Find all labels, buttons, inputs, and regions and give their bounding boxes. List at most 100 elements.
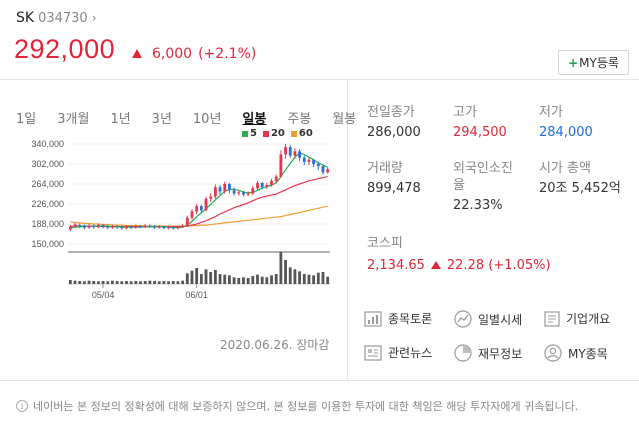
high-value: 294,500 [453, 125, 507, 140]
candle-body [321, 166, 325, 173]
tab-10year[interactable]: 10년 [192, 112, 222, 127]
link-company-overview[interactable]: 기업개요 [544, 310, 610, 327]
person-icon [544, 344, 562, 362]
foreign-value: 22.33% [453, 198, 503, 213]
candle-body [326, 169, 330, 173]
legend-ma5-label: 5 [250, 128, 257, 139]
change-percent: (+2.1%) [198, 46, 257, 62]
candle-body [218, 187, 222, 192]
candle-body [129, 226, 133, 228]
low-cell: 저가 284,000 [539, 104, 593, 141]
link-my-stocks[interactable]: MY종목 [544, 344, 608, 362]
candle-body [68, 226, 72, 230]
link-daily-prices[interactable]: 일별시세 [454, 310, 522, 328]
y-tick-label: 226,000 [31, 199, 64, 209]
candle-body [120, 227, 124, 229]
volume-bar [115, 281, 119, 284]
volume-bar [139, 281, 142, 284]
volume-bar [125, 281, 128, 284]
legend-ma5: 5 [242, 128, 257, 139]
link-company-overview-label: 기업개요 [566, 312, 611, 326]
ma60-line [70, 205, 328, 227]
link-financials[interactable]: 재무정보 [454, 344, 522, 362]
volume-bar [153, 281, 156, 284]
candle-body [115, 226, 119, 228]
candle-body [307, 159, 311, 162]
volume-bar [92, 281, 96, 284]
disclaimer: i 네이버는 본 정보의 정확성에 대해 보증하지 않으며, 본 정보를 이용한… [16, 398, 578, 414]
tab-3year[interactable]: 3년 [151, 112, 172, 127]
candle-body [190, 211, 194, 218]
candlestick-chart[interactable]: 340,000 302,000 264,000 226,000 188,000 150,0… [14, 136, 334, 304]
stock-code[interactable]: 034730 [38, 10, 88, 26]
link-financials-label: 재무정보 [478, 346, 523, 361]
stock-name[interactable]: SK [16, 10, 35, 26]
candle-body [101, 225, 105, 227]
volume-bar [270, 275, 273, 284]
volume-bar [106, 281, 110, 284]
volume-bar [195, 268, 199, 284]
volume-bar [181, 280, 185, 284]
tab-daily[interactable]: 일봉 [242, 112, 267, 127]
market-cap-label: 시가 총액 [539, 161, 591, 176]
my-register-label: MY등록 [579, 56, 619, 70]
candle-body [153, 226, 156, 228]
candle-body [213, 187, 217, 197]
period-tabs: 1일 3개월 1년 3년 10년 일봉 주봉 월봉 [16, 108, 377, 127]
candle-body [270, 180, 273, 186]
link-my-stocks-label: MY종목 [568, 346, 608, 361]
candle-body [92, 225, 96, 228]
volume-bar [288, 267, 292, 284]
info-icon: i [16, 400, 28, 412]
volume-bar [256, 274, 259, 284]
tab-weekly[interactable]: 주봉 [287, 112, 312, 127]
prev-close-value: 286,000 [367, 125, 421, 140]
volume-bar [97, 281, 100, 284]
candle-body [298, 151, 301, 158]
tab-1year[interactable]: 1년 [110, 112, 131, 127]
y-tick-label: 340,000 [31, 139, 64, 149]
volume-bar [101, 281, 105, 284]
divider [0, 79, 639, 80]
legend-ma20-label: 20 [270, 128, 285, 139]
volume-bar [284, 260, 287, 284]
trend-icon [454, 310, 472, 328]
legend-ma60-label: 60 [298, 128, 313, 139]
stock-title-link[interactable]: SK 034730 › [16, 10, 97, 26]
high-label: 고가 [453, 105, 477, 120]
volume-bar [298, 271, 301, 284]
volume-bar [302, 274, 306, 284]
kospi-label: 코스피 [367, 236, 403, 251]
candle-body [148, 225, 152, 227]
my-register-button[interactable]: + MY등록 [558, 50, 629, 75]
volume-bar [87, 280, 91, 284]
volume-bar [213, 270, 217, 284]
y-tick-label: 302,000 [31, 159, 64, 169]
tab-monthly[interactable]: 월봉 [332, 112, 357, 127]
candle-body [87, 225, 91, 228]
candle-body [209, 196, 213, 199]
y-tick-label: 150,000 [31, 239, 64, 249]
low-value: 284,000 [539, 125, 593, 140]
volume-value: 899,478 [367, 181, 421, 196]
tab-1day[interactable]: 1일 [16, 112, 37, 127]
volume-bar [68, 280, 72, 284]
current-price: 292,000 [14, 34, 116, 64]
candle-body [288, 147, 292, 156]
chevron-right-icon[interactable]: › [91, 11, 97, 25]
volume-bar [111, 280, 114, 284]
ma-legend: 5 20 60 [242, 128, 313, 139]
candle-body [78, 225, 82, 227]
prev-close-cell: 전일종가 286,000 [367, 104, 421, 141]
link-discussion[interactable]: 종목토론 [364, 310, 432, 327]
tab-3month[interactable]: 3개월 [57, 112, 90, 127]
change-amount: 6,000 [152, 46, 193, 62]
candle-body [73, 224, 77, 227]
candle-body [302, 157, 306, 162]
kospi-change: 22.28 (+1.05%) [446, 258, 551, 273]
volume-bar [242, 277, 245, 284]
link-related-news[interactable]: 관련뉴스 [364, 344, 432, 361]
foreign-cell: 외국인소진율 22.33% [453, 160, 523, 214]
candle-body [279, 154, 283, 177]
y-tick-label: 264,000 [31, 179, 64, 189]
